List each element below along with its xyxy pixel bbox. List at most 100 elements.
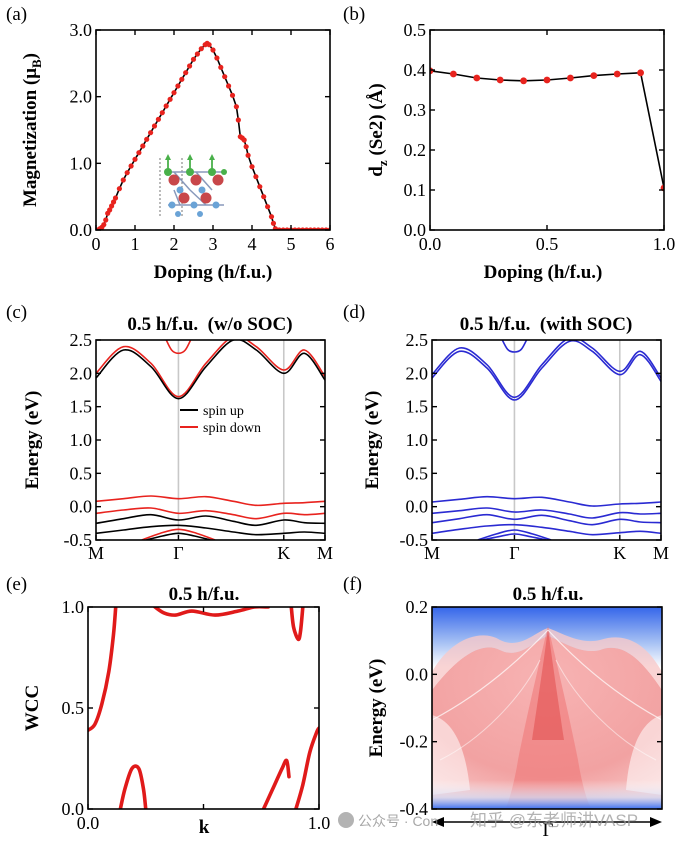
- panel-e-title: 0.5 h/f.u.: [169, 584, 240, 605]
- panel-a-line: [96, 42, 330, 230]
- panel-b-label: (b): [343, 4, 365, 25]
- panel-c-ytick-label: -0.5: [64, 530, 93, 550]
- panel-a-label: (a): [6, 4, 27, 25]
- panel-a-point: [245, 152, 251, 158]
- panel-d-band-val-5: [477, 529, 552, 540]
- panel-a-point: [270, 220, 277, 226]
- panel-a-point: [229, 92, 236, 98]
- panel-d-ylabel: Energy (eV): [362, 391, 383, 490]
- panel-b-xlabel: Doping (h/f.u.): [484, 262, 603, 283]
- panel-b-point: [543, 76, 551, 84]
- panel-c-ktick-label: M: [317, 543, 333, 563]
- panel-b-point: [567, 74, 574, 82]
- panel-f-ticks: -0.4 -0.2 0.0 0.2: [400, 597, 662, 819]
- panel-d-ytick-label: -0.5: [400, 530, 429, 550]
- panel-c-title: 0.5 h/f.u. (w/o SOC): [127, 314, 292, 335]
- panel-c-band-val-up-1: [96, 513, 325, 527]
- panel-d: (d) 0.5 h/f.u. (with SOC) -0.5 0.0 0.5 1.0 1…: [343, 302, 669, 563]
- panel-a-point: [261, 194, 267, 200]
- panel-a-point: [222, 74, 228, 80]
- panel-e-xtick-label: 0.0: [77, 813, 100, 833]
- panel-c-ytick-label: 2.5: [70, 330, 93, 350]
- panel-a-point: [163, 103, 169, 109]
- panel-a-point: [103, 217, 109, 223]
- panel-a-point: [183, 70, 189, 76]
- panel-f-ytick-label: -0.4: [400, 799, 429, 819]
- panel-d-band-val-1: [432, 495, 661, 507]
- panel-a-point: [112, 195, 119, 201]
- panel-a-point: [151, 123, 158, 129]
- panel-a-xlabel: Doping (h/f.u.): [154, 262, 273, 283]
- watermark-right: 知乎 @东老师讲VASP: [470, 811, 638, 830]
- panel-e-frame: [87, 606, 320, 810]
- panel-a-point: [107, 207, 113, 213]
- panel-a-point: [140, 143, 146, 149]
- panel-f-label: (f): [343, 574, 362, 595]
- watermark-left: 公众号 · Con: [358, 813, 438, 829]
- panel-e-ytick-label: 1.0: [62, 597, 85, 617]
- panel-d-band-cond-3: [501, 340, 528, 353]
- panel-c-band-val-down-2: [96, 507, 325, 520]
- panel-a-point: [226, 83, 232, 89]
- panel-a-point: [257, 184, 263, 190]
- panel-e-wcc-2: [118, 764, 148, 809]
- panel-e-wcc-3: [153, 607, 270, 617]
- panel-d-band-val-6: [482, 533, 547, 540]
- panel-d-ktick-label: K: [613, 543, 626, 563]
- legend-spin-down-label: spin down: [203, 421, 261, 436]
- panel-d-ytick-label: 0.0: [406, 497, 429, 517]
- panel-a-point: [110, 199, 117, 205]
- panel-a-point: [124, 170, 130, 176]
- panel-b-point: [496, 76, 504, 84]
- panel-e-ticks: 0.0 0.5 1.0 0.0 1.0: [62, 597, 331, 833]
- panel-a-point: [233, 104, 239, 110]
- panel-d-band-val-2: [432, 507, 661, 519]
- panel-a-ticks: 0.0 1.0 2.0 3.0 0 1 2 3 4 5 6: [70, 20, 335, 254]
- panel-a-point: [109, 203, 115, 209]
- panel-a-point: [167, 96, 173, 102]
- panel-a-point: [171, 90, 177, 96]
- panel-b-ytick-label: 0.5: [404, 20, 427, 40]
- panel-d-ytick-label: 1.5: [406, 397, 429, 417]
- panel-a-point: [249, 164, 255, 170]
- panel-c-ytick-label: 1.0: [70, 430, 93, 450]
- panel-a-ytick-label: 1.0: [70, 153, 93, 173]
- panel-c-ktick-label: Γ: [173, 543, 183, 563]
- panel-a-point: [136, 150, 142, 156]
- panel-b-ytick-label: 0.1: [404, 180, 427, 200]
- panel-a-point: [148, 130, 154, 136]
- panel-e-wcc-5: [289, 607, 305, 642]
- panel-a-xtick-label: 5: [287, 234, 296, 254]
- panel-a-point: [268, 214, 275, 220]
- panel-a-point: [120, 177, 126, 183]
- panel-a-point: [144, 136, 150, 142]
- panel-a-point: [179, 76, 185, 82]
- panel-a-point: [175, 83, 181, 89]
- panel-c-ytick-label: 1.5: [70, 397, 93, 417]
- heatmap-bottom-fade: [432, 780, 662, 809]
- watermark: 公众号 · Con 知乎 @东老师讲VASP: [338, 811, 638, 830]
- panel-a-ylabel-sub: B: [29, 59, 44, 68]
- panel-d-ticks: -0.5 0.0 0.5 1.0 1.5 2.0 2.5 M Γ K M: [400, 330, 670, 563]
- panel-d-ktick-label: Γ: [509, 543, 519, 563]
- panel-b-xtick-label: 1.0: [653, 234, 676, 254]
- panel-c-band-val-down-1: [96, 495, 325, 507]
- panel-e-xtick-label: 1.0: [308, 813, 331, 833]
- panel-a-point: [116, 186, 122, 192]
- panel-b-point: [473, 74, 481, 82]
- panel-b-point: [590, 72, 598, 79]
- panel-d-ytick-label: 2.5: [406, 330, 429, 350]
- panel-f-frame: [431, 606, 663, 810]
- panel-c-band-cond-up-1: [96, 340, 325, 400]
- panel-a-ytick-label: 0.0: [70, 220, 93, 240]
- panel-d-data: [432, 340, 661, 540]
- panel-c-ylabel: Energy (eV): [22, 391, 43, 490]
- heatmap-left-pocket: [432, 715, 470, 795]
- panel-c-ktick-label: M: [88, 543, 104, 563]
- panel-e-xlabel: k: [199, 817, 210, 838]
- panel-b-point: [637, 69, 644, 77]
- panel-b-ylabel: dz (Se2) (Å): [366, 83, 390, 176]
- panel-b-ytick-label: 0.0: [404, 220, 427, 240]
- panel-c-ticks: -0.5 0.0 0.5 1.0 1.5 2.0 2.5 M Γ K M: [64, 330, 334, 563]
